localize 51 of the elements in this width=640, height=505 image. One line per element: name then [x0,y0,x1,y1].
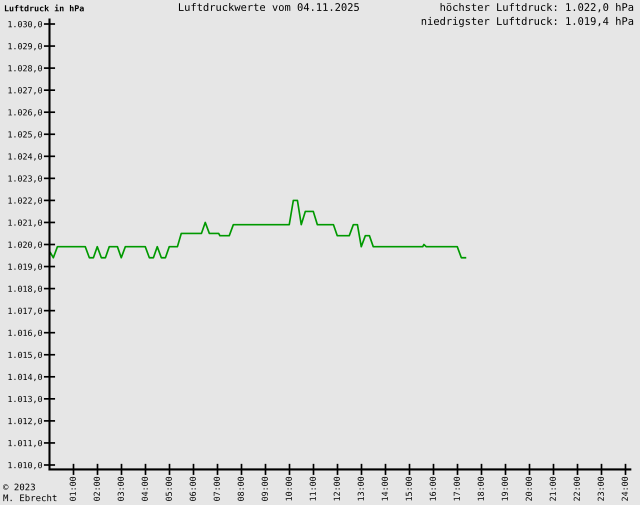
x-tick-label: 23:00 [598,476,604,501]
x-tick-label: 17:00 [454,476,460,500]
x-tick-label: 09:00 [262,476,268,501]
x-tick-label: 22:00 [574,476,580,501]
x-tick-label: 11:00 [310,476,316,500]
y-tick-label: 1.022,0 [8,197,42,205]
y-tick-label: 1.014,0 [8,374,42,382]
x-tick-label: 07:00 [214,476,220,501]
y-tick-label: 1.024,0 [8,153,42,161]
x-tick-label: 05:00 [166,476,172,501]
x-tick-label: 24:00 [622,476,628,501]
y-tick-label: 1.019,0 [8,264,42,271]
x-tick-label: 21:00 [550,476,556,501]
y-tick-label: 1.015,0 [8,352,42,360]
x-tick-label: 18:00 [478,476,484,500]
x-tick-label: 02:00 [94,476,100,501]
x-tick-label: 01:00 [70,476,76,501]
x-tick-label: 06:00 [190,476,196,501]
y-tick-label: 1.018,0 [8,286,42,293]
x-tick-label: 19:00 [502,476,508,500]
y-tick-label: 1.013,0 [8,396,42,404]
y-tick-label: 1.011,0 [8,440,42,448]
x-tick-label: 03:00 [118,476,124,501]
y-tick-label: 1.030,0 [8,21,42,28]
y-tick-label: 1.027,0 [8,87,42,95]
y-tick-label: 1.025,0 [8,131,42,139]
x-tick-label: 13:00 [358,476,364,500]
x-tick-label: 08:00 [238,476,244,501]
x-tick-label: 12:00 [334,476,340,500]
y-tick-label: 1.021,0 [8,219,42,227]
y-tick-label: 1.026,0 [8,109,42,117]
text: © 2023 M. Ebrecht [3,484,56,502]
y-tick-label: 1.016,0 [8,330,42,338]
y-tick-label: 1.012,0 [8,418,42,426]
y-tick-label: 1.010,0 [8,462,42,470]
y-tick-label: 1.028,0 [8,65,42,72]
y-tick-label: 1.029,0 [8,43,42,50]
line-series [50,200,466,259]
x-tick-label: 10:00 [286,476,292,500]
y-axis-title: Luftdruck in hPa [4,4,84,12]
y-tick-label: 1.023,0 [8,175,42,183]
text: höchster Luftdruck: 1.022,0 hPa [440,2,634,12]
x-tick-label: 04:00 [142,476,148,501]
y-tick-label: 1.020,0 [8,242,42,249]
y-tick-label: 1.017,0 [8,308,42,316]
x-tick-label: 20:00 [526,476,532,501]
x-tick-label: 14:00 [382,476,388,500]
x-tick-label: 16:00 [430,476,436,500]
chart-title: Luftdruckwerte vom 04.11.2025 [178,2,359,12]
annotation: niedrigster Luftdruck: 1.019,4 hPa [422,16,634,28]
x-tick-label: 15:00 [406,476,412,500]
